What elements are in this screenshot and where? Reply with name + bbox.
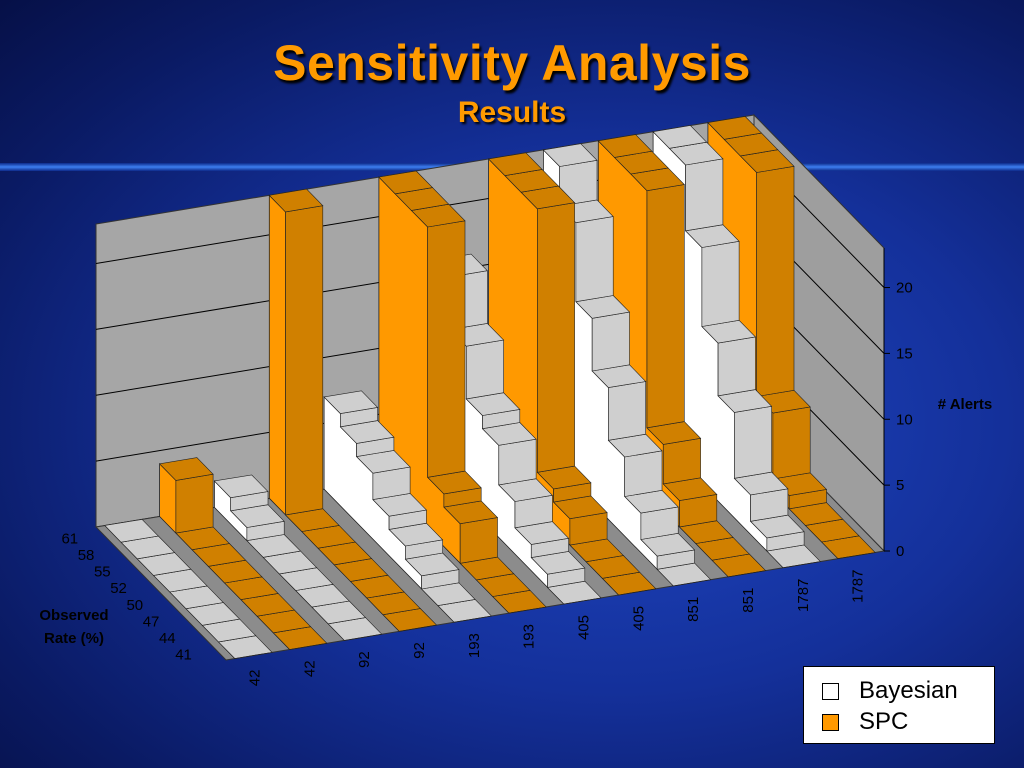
slide-subtitle: Results xyxy=(457,96,567,129)
ribbon-top xyxy=(213,474,269,499)
rate-tick-label: 47 xyxy=(143,613,160,630)
z-tick-label: 20 xyxy=(896,280,913,297)
ribbon-bayesian-193 xyxy=(323,390,493,623)
ribbon-cap xyxy=(234,652,273,659)
ribbon-top xyxy=(624,450,663,497)
ribbon-top xyxy=(427,220,466,478)
ribbon-top xyxy=(465,339,504,400)
ribbon-top xyxy=(717,336,756,397)
ribbon-top xyxy=(756,165,795,397)
ribbon-top xyxy=(487,152,543,176)
x-tick-label: 193 xyxy=(466,633,483,658)
ribbon-top xyxy=(323,390,379,414)
ribbon-cap xyxy=(837,552,876,559)
legend-swatch-bayesian xyxy=(822,682,839,700)
x-tick-label: 42 xyxy=(246,670,263,687)
ribbon-top xyxy=(707,116,763,140)
ribbon-top xyxy=(575,216,614,303)
ribbon-top xyxy=(498,438,537,486)
ribbon-spc-92 xyxy=(268,188,438,632)
ribbon-cap xyxy=(454,615,492,623)
legend-item-spc: SPC xyxy=(822,707,908,737)
ribbon-top xyxy=(646,184,685,429)
z-axis-title: # Alerts xyxy=(938,396,992,413)
x-tick-label: 851 xyxy=(740,588,757,613)
rate-tick-label: 58 xyxy=(78,547,95,564)
ribbon-top xyxy=(175,473,214,534)
rate-tick-label: 55 xyxy=(94,564,111,581)
ribbon-top xyxy=(597,134,653,158)
rate-tick-label: 44 xyxy=(159,630,176,647)
ribbon-cap xyxy=(344,633,382,641)
ribbon-top xyxy=(378,170,434,195)
ribbon-cap xyxy=(783,561,821,568)
ribbon-top xyxy=(459,517,498,564)
ribbon-top xyxy=(104,519,159,543)
legend-swatch-spc xyxy=(822,713,839,731)
ribbon-top xyxy=(591,311,630,372)
legend-item-bayesian: Bayesian xyxy=(822,676,958,706)
ribbon-cap xyxy=(289,643,327,650)
ribbon-cap xyxy=(563,597,602,605)
ribbon-bayesian-42 xyxy=(104,519,273,659)
ribbon-top xyxy=(701,240,740,327)
x-tick-label: 405 xyxy=(630,606,647,631)
z-tick-label: 10 xyxy=(896,411,913,428)
ribbon-cap xyxy=(399,624,437,632)
ribbon-top xyxy=(685,158,724,232)
ribbon-top xyxy=(537,202,575,473)
ribbon-cap xyxy=(673,579,711,587)
rate-tick-label: 52 xyxy=(110,580,127,597)
ribbon-cap xyxy=(728,570,766,578)
chart-legend: Bayesian SPC xyxy=(803,666,995,744)
ribbon-cap xyxy=(508,606,547,614)
slide-title: Sensitivity Analysis xyxy=(273,35,751,91)
ribbon-bayesian-92 xyxy=(213,474,383,641)
rate-axis-title-line1: Observed xyxy=(39,607,108,624)
z-tick-label: 0 xyxy=(896,543,904,560)
z-tick-label: 5 xyxy=(896,477,904,494)
ribbon-top xyxy=(652,125,708,149)
ribbon-top xyxy=(734,405,772,479)
x-tick-label: 405 xyxy=(575,615,592,640)
ribbon-top xyxy=(608,381,647,441)
x-tick-label: 1787 xyxy=(795,579,812,612)
legend-label-spc: SPC xyxy=(859,708,909,735)
ribbon-top xyxy=(662,437,701,485)
x-tick-label: 92 xyxy=(356,651,373,668)
legend-label-bayesian: Bayesian xyxy=(859,677,958,704)
ribbon-top xyxy=(772,406,811,480)
x-tick-label: 193 xyxy=(521,624,538,649)
ribbon-top xyxy=(268,188,324,213)
ribbon-top xyxy=(542,143,598,167)
rate-tick-label: 50 xyxy=(126,597,143,614)
rate-tick-label: 61 xyxy=(61,530,78,547)
rate-tick-label: 41 xyxy=(175,647,192,664)
z-tick-label: 15 xyxy=(896,345,913,362)
ribbon-spc-42 xyxy=(158,457,328,650)
x-tick-label: 92 xyxy=(411,642,428,659)
ribbon-top xyxy=(285,205,324,516)
x-tick-label: 1787 xyxy=(850,570,867,603)
x-tick-label: 42 xyxy=(301,660,318,677)
ribbon-top xyxy=(158,457,214,481)
rate-axis-title-line2: Rate (%) xyxy=(44,630,104,647)
x-tick-label: 851 xyxy=(685,597,702,622)
ribbon-cap xyxy=(618,588,656,596)
